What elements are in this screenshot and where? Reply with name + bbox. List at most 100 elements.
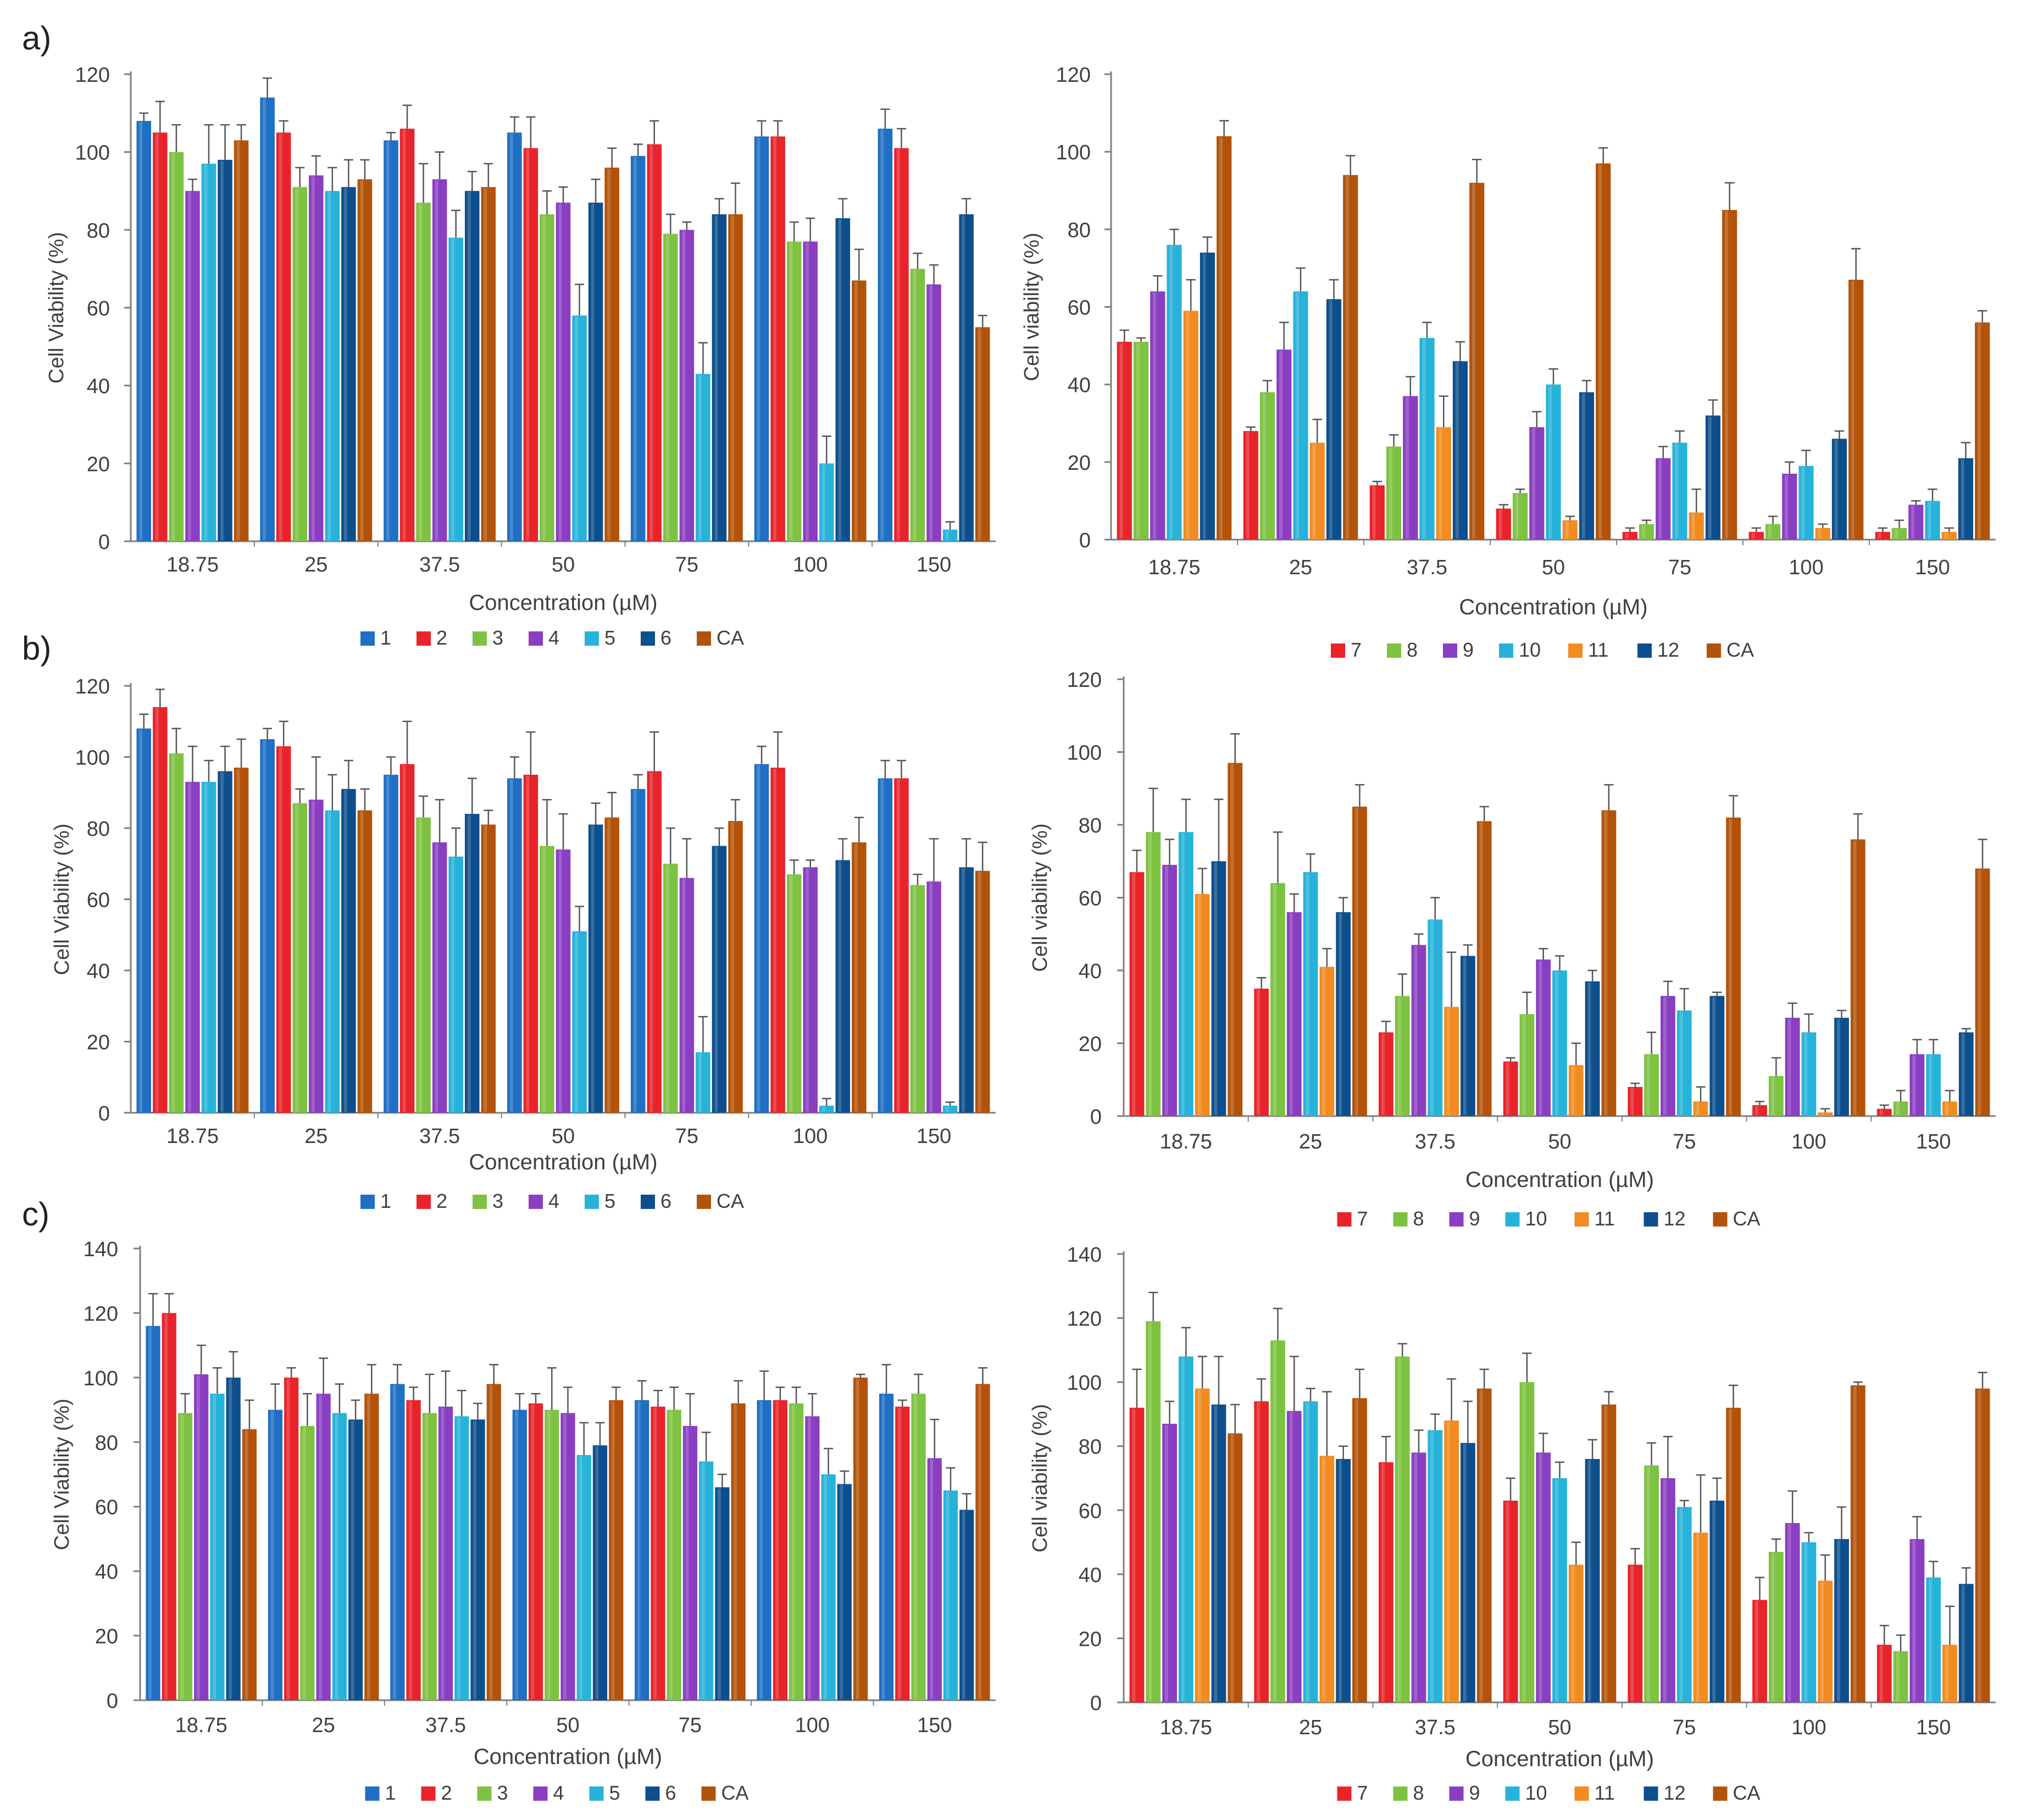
bar-highlight: [962, 215, 965, 540]
bar-series-11-75: [1693, 1101, 1708, 1116]
bar-series-CA-25: [1352, 806, 1367, 1116]
bar-series-8-25: [1259, 392, 1275, 540]
bar-series-1-75: [635, 1400, 649, 1700]
legend-swatch-2: [417, 1195, 431, 1209]
bar-highlight: [1148, 1322, 1152, 1701]
legend-label-CA: CA: [1733, 1207, 1761, 1230]
bar-series-8-75: [1639, 524, 1654, 540]
x-tick-label: 100: [1791, 1716, 1826, 1739]
x-tick-label: 50: [556, 1714, 579, 1737]
bar-highlight: [1389, 447, 1392, 539]
bar-series-10-150: [1925, 501, 1940, 540]
bar-highlight: [978, 328, 981, 540]
bar-highlight: [1581, 393, 1585, 539]
bar-series-9-18.75: [1150, 291, 1165, 540]
legend-swatch-6: [641, 1195, 655, 1209]
bar-highlight: [435, 843, 438, 1112]
legend-swatch-3: [477, 1786, 492, 1801]
legend: 7 8 9 10 11 12 CA: [1337, 1782, 1761, 1804]
bar-highlight: [204, 783, 208, 1112]
bar-series-CA-25: [1343, 175, 1358, 540]
bar-series-2-150: [894, 148, 909, 541]
y-tick-label: 60: [1079, 887, 1102, 911]
legend-label-7: 7: [1357, 1782, 1368, 1804]
bar-highlight: [1896, 1652, 1900, 1701]
bar-series-11-150: [1942, 1101, 1957, 1116]
bar-series-11-50: [1568, 1564, 1584, 1702]
bar-highlight: [467, 192, 471, 540]
bar-highlight: [1565, 521, 1569, 539]
legend-label-1: 1: [380, 626, 391, 649]
bar-series-2-75: [647, 144, 662, 541]
bar-highlight: [1132, 1408, 1136, 1701]
legend-label-CA: CA: [717, 1190, 744, 1212]
bar-series-CA-37.5: [486, 1384, 501, 1700]
legend-swatch-10: [1499, 643, 1513, 658]
bar-highlight: [1879, 1109, 1883, 1115]
bar-series-CA-18.75: [234, 767, 249, 1113]
bar-highlight: [351, 1421, 354, 1699]
bar-series-5-150: [943, 1490, 958, 1700]
bar-series-9-25: [1286, 1411, 1302, 1702]
bar-series-2-50: [523, 148, 538, 541]
y-tick-label: 80: [87, 818, 110, 841]
bar-series-10-150: [1926, 1577, 1941, 1702]
bar-series-1-50: [512, 1410, 527, 1700]
bar-highlight: [311, 176, 315, 541]
legend-label-2: 2: [441, 1782, 452, 1804]
bar-series-8-18.75: [1146, 1321, 1161, 1702]
bar-series-CA-18.75: [242, 1429, 257, 1700]
bar-series-CA-37.5: [481, 187, 496, 542]
bar-highlight: [1978, 869, 1981, 1115]
legend-swatch-CA: [1713, 1786, 1728, 1801]
bar-series-6-150: [959, 867, 974, 1113]
bar-series-9-50: [1536, 1452, 1551, 1702]
bar-series-CA-50: [604, 817, 619, 1113]
x-tick-label: 18.75: [166, 553, 219, 576]
bar-series-3-50: [540, 214, 554, 541]
bar-series-9-150: [1909, 1539, 1925, 1702]
bar-highlight: [327, 811, 331, 1112]
bar-series-11-25: [1309, 442, 1325, 540]
bar-highlight: [1472, 184, 1475, 539]
legend-swatch-6: [641, 631, 655, 646]
bar-highlight: [1647, 1055, 1650, 1115]
legend-label-6: 6: [665, 1782, 676, 1804]
bar-series-8-37.5: [1395, 1356, 1410, 1702]
x-tick-label: 25: [1289, 556, 1312, 579]
x-tick-label: 50: [552, 1125, 575, 1148]
bar-highlight: [757, 137, 760, 541]
bar-series-12-50: [1585, 981, 1600, 1116]
bar-highlight: [392, 1385, 396, 1699]
legend-label-11: 11: [1595, 1782, 1615, 1804]
bar-series-11-75: [1689, 512, 1704, 540]
bar-highlight: [1896, 1102, 1900, 1115]
y-tick-label: 80: [1079, 1436, 1102, 1459]
bar-series-CA-75: [1726, 817, 1741, 1116]
bar-highlight: [773, 137, 776, 541]
legend-swatch-8: [1393, 1786, 1408, 1801]
bar-highlight: [1136, 343, 1140, 539]
bar-series-12-37.5: [1460, 1442, 1475, 1702]
bar-series-4-100: [803, 867, 818, 1113]
bar-series-CA-75: [1726, 1407, 1741, 1702]
bar-series-6-100: [835, 218, 851, 541]
bar-series-3-100: [789, 1403, 804, 1700]
bar-series-2-75: [647, 771, 662, 1113]
bar-series-2-100: [770, 136, 785, 542]
x-tick-label: 25: [312, 1714, 335, 1737]
bar-highlight: [649, 772, 653, 1112]
bar-series-9-25: [1276, 349, 1292, 540]
bar-highlight: [1181, 833, 1185, 1115]
x-tick-label: 50: [1548, 1130, 1571, 1153]
legend-label-10: 10: [1519, 639, 1541, 661]
bar-series-CA-50: [609, 1400, 624, 1700]
x-tick-label: 100: [793, 553, 828, 576]
x-tick-label: 18.75: [1160, 1130, 1212, 1153]
bar-highlight: [1708, 417, 1712, 539]
bar-series-7-75: [1628, 1564, 1643, 1702]
bar-highlight: [1414, 1453, 1418, 1701]
bar-series-8-75: [1644, 1465, 1659, 1702]
bar-highlight: [1164, 865, 1168, 1115]
